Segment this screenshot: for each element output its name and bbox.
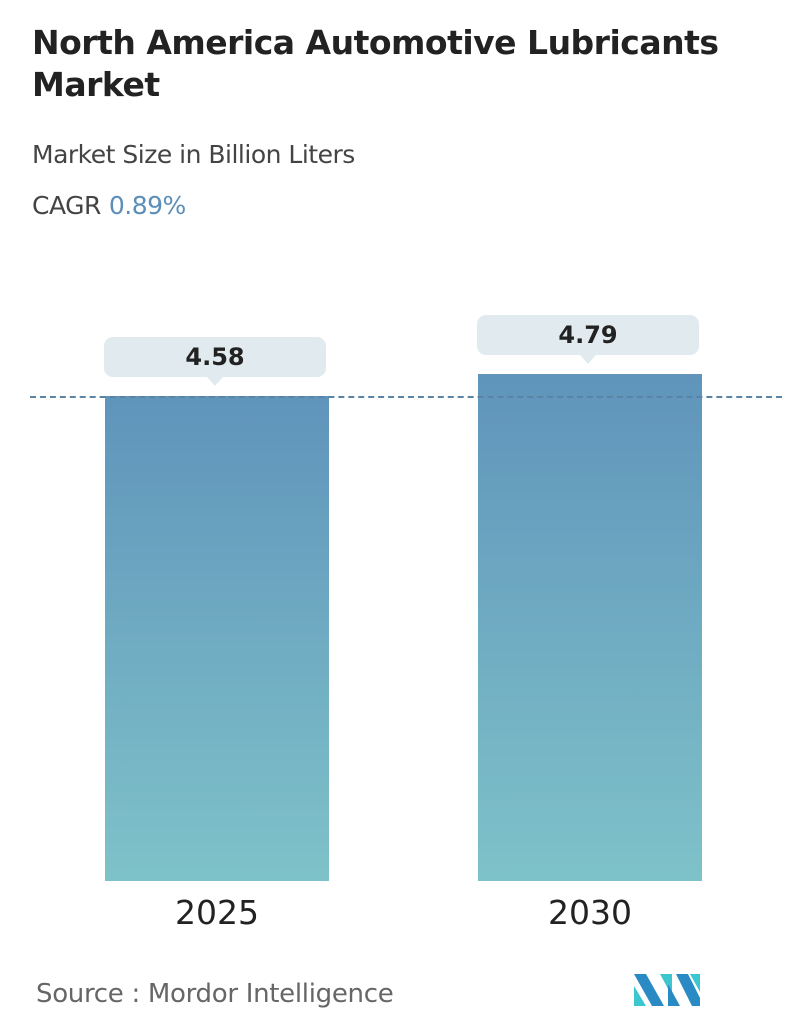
bar-2025: [105, 395, 329, 881]
x-tick-2030: 2030: [548, 893, 632, 932]
cagr: CAGR 0.89%: [32, 191, 186, 220]
mordor-logo-icon: [634, 974, 700, 1006]
cagr-label: CAGR: [32, 191, 101, 220]
source-text: Source : Mordor Intelligence: [36, 979, 394, 1009]
chart-title: North America Automotive Lubricants Mark…: [32, 23, 719, 104]
x-tick-2025: 2025: [175, 893, 259, 932]
chart-subtitle: Market Size in Billion Liters: [32, 140, 355, 169]
reference-line: [30, 395, 782, 398]
data-label-2025: 4.58: [104, 336, 326, 386]
bar-2030: [478, 373, 702, 881]
data-label-2030: 4.79: [477, 314, 699, 364]
cagr-value: 0.89%: [108, 191, 186, 220]
